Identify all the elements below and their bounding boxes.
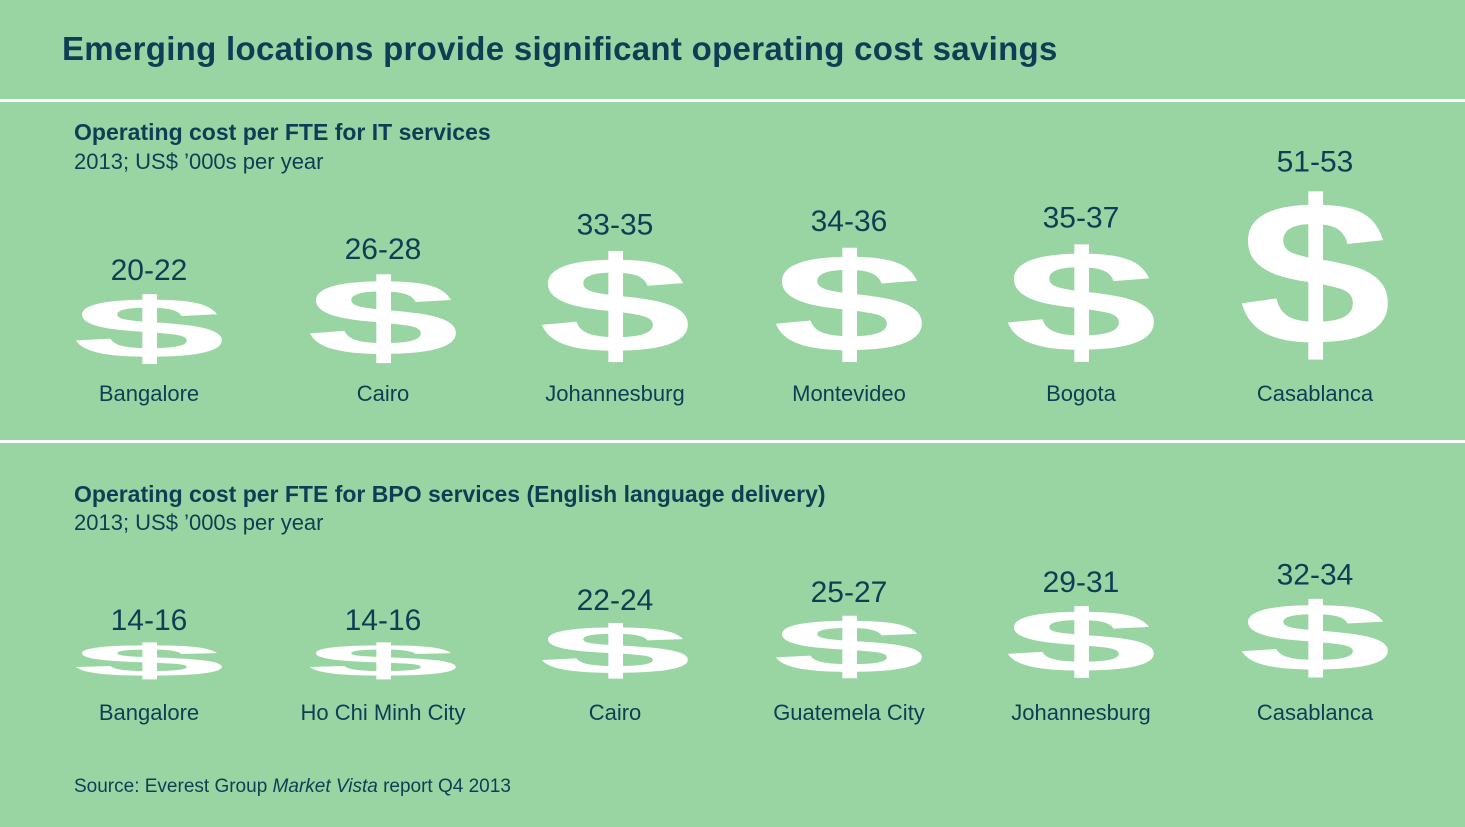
category-label: Casablanca [1257, 700, 1374, 725]
dollar-symbol-bpo-0: $ [72, 635, 226, 686]
dollar-symbol-it-5: $ [1238, 158, 1392, 388]
page-title: Emerging locations provide significant o… [62, 30, 1058, 67]
dollar-glyph: $ [72, 635, 226, 686]
dollar-glyph: $ [772, 603, 925, 688]
dollar-glyph: $ [772, 226, 925, 382]
category-label: Bangalore [99, 700, 199, 725]
dollar-symbol-bpo-1: $ [306, 635, 460, 686]
it-chart-title: Operating cost per FTE for IT services [74, 119, 491, 145]
dollar-glyph: $ [306, 635, 460, 686]
value-label: 51-53 [1277, 146, 1354, 179]
source-suffix: report Q4 2013 [377, 776, 511, 797]
dollar-symbol-it-4: $ [1004, 221, 1158, 382]
dollar-glyph: $ [306, 257, 460, 378]
dollar-symbol-it-1: $ [306, 257, 460, 378]
dollar-glyph: $ [538, 229, 691, 381]
dollar-glyph: $ [1004, 221, 1158, 382]
category-label: Montevideo [792, 381, 906, 406]
dollar-glyph: $ [1238, 583, 1391, 691]
category-label: Casablanca [1257, 381, 1374, 406]
value-label: 33-35 [577, 209, 654, 242]
dollar-symbol-it-0: $ [72, 281, 226, 376]
value-label: 32-34 [1277, 558, 1354, 591]
category-label: Guatemela City [773, 700, 925, 725]
bpo-chart-subtitle: 2013; US$ ’000s per year [74, 510, 324, 535]
value-label: 20-22 [111, 254, 188, 287]
middle-divider [0, 440, 1465, 443]
category-label: Bogota [1046, 381, 1116, 406]
dollar-glyph: $ [1004, 592, 1158, 690]
category-label: Bangalore [99, 381, 199, 406]
value-label: 34-36 [811, 205, 888, 238]
value-label: 29-31 [1043, 566, 1120, 599]
bpo-cost-chart: $14-16 Bangalore $14-16 Ho Chi Minh City $22… [72, 558, 1391, 725]
dollar-symbol-bpo-2: $ [538, 612, 691, 688]
value-label: 14-16 [111, 604, 188, 637]
it-cost-chart: $20-22 Bangalore $26-28 Cairo $33-35 Johannes… [72, 146, 1392, 407]
dollar-glyph: $ [1238, 158, 1392, 388]
source-prefix: Source: Everest Group [74, 776, 273, 797]
category-label: Cairo [357, 381, 410, 406]
dollar-glyph: $ [538, 612, 691, 688]
category-label: Ho Chi Minh City [300, 700, 465, 725]
dollar-symbol-bpo-4: $ [1004, 592, 1158, 690]
dollar-symbol-it-3: $ [772, 226, 925, 382]
value-label: 22-24 [577, 584, 654, 617]
category-label: Cairo [589, 700, 642, 725]
category-label: Johannesburg [1011, 700, 1150, 725]
value-label: 25-27 [811, 576, 888, 609]
top-divider [0, 99, 1465, 102]
value-label: 26-28 [345, 233, 422, 266]
it-chart-subtitle: 2013; US$ ’000s per year [74, 149, 324, 174]
bpo-chart-title: Operating cost per FTE for BPO services … [74, 481, 826, 507]
dollar-glyph: $ [72, 281, 226, 376]
source-note: Source: Everest Group Market Vista repor… [74, 776, 511, 798]
source-report-name: Market Vista [272, 776, 378, 797]
value-label: 35-37 [1043, 202, 1120, 235]
dollar-symbol-bpo-3: $ [772, 603, 925, 688]
dollar-symbol-it-2: $ [538, 229, 691, 381]
category-label: Johannesburg [545, 381, 684, 406]
value-label: 14-16 [345, 604, 422, 637]
dollar-symbol-bpo-5: $ [1238, 583, 1391, 691]
